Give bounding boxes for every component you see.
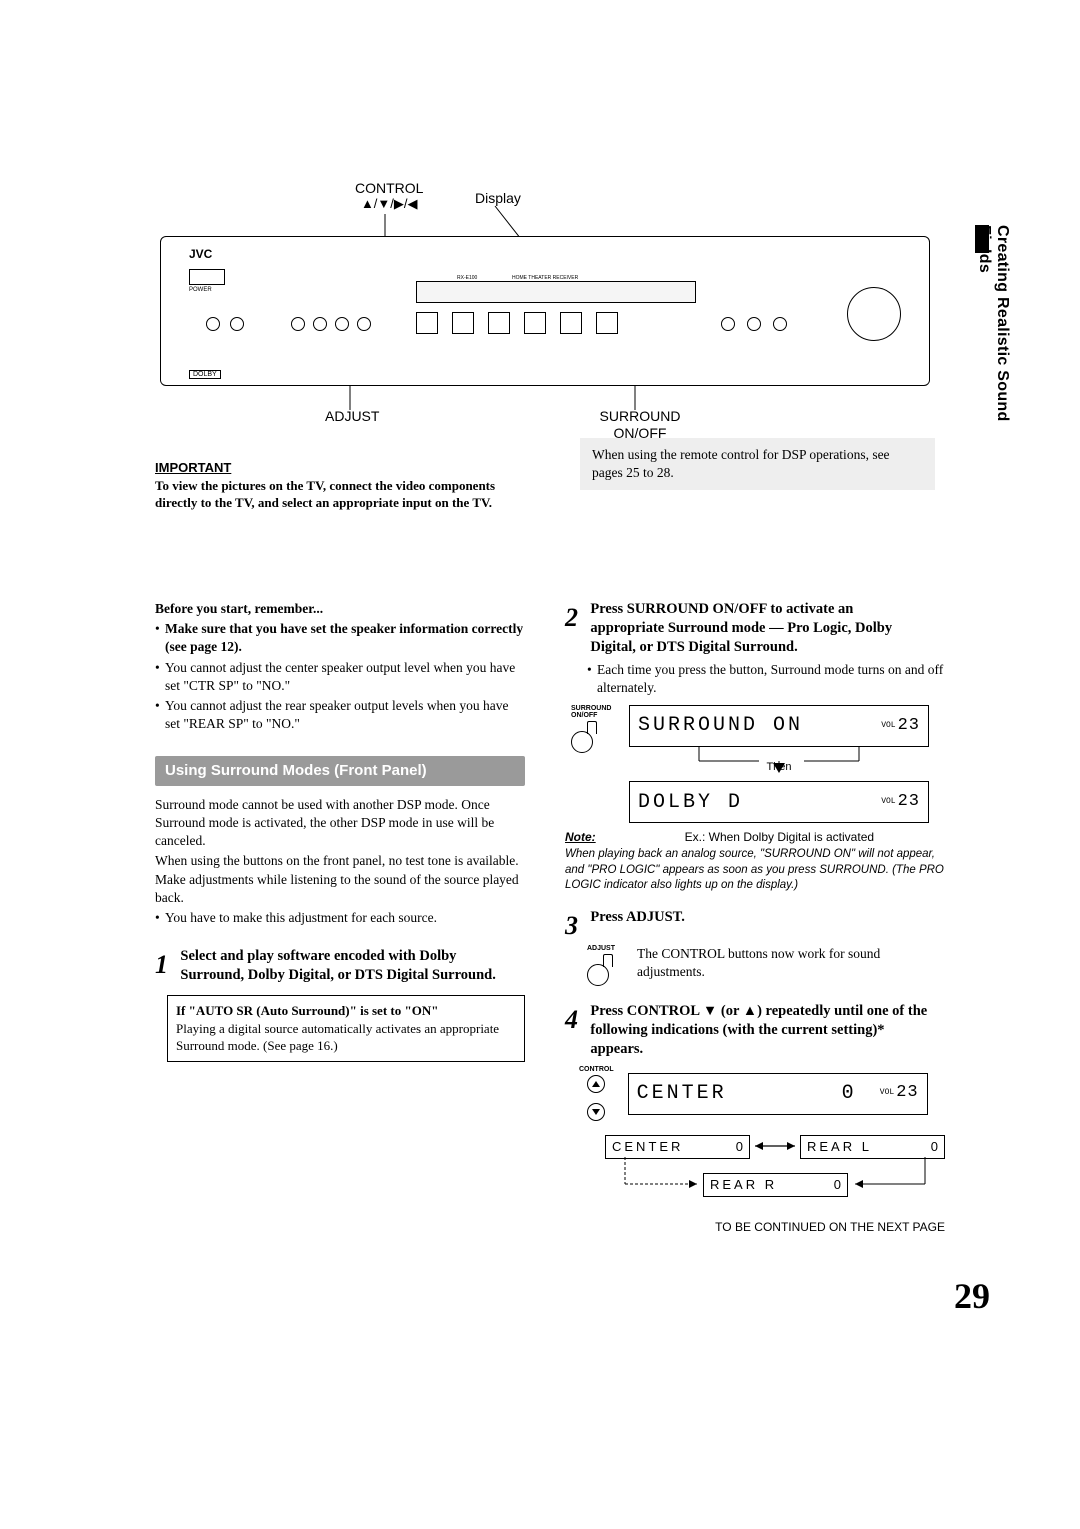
- control-button-icon: CONTROL: [579, 1066, 614, 1121]
- lcd-center: CENTER 0 VOL23: [628, 1073, 928, 1115]
- side-tab-text: Creating Realistic Sound Fields: [975, 225, 1011, 425]
- para-1: Surround mode cannot be used with anothe…: [155, 796, 525, 851]
- auto-sr-body: Playing a digital source automatically a…: [176, 1020, 516, 1055]
- remote-control-note: When using the remote control for DSP op…: [580, 438, 935, 490]
- bullet-3: •You cannot adjust the rear speaker outp…: [155, 697, 525, 733]
- important-box: IMPORTANT To view the pictures on the TV…: [155, 460, 520, 512]
- flow-diagram: CENTER0 REAR L0 REAR R0: [605, 1135, 945, 1205]
- bullet-2: •You cannot adjust the center speaker ou…: [155, 659, 525, 695]
- power-button: [189, 269, 225, 285]
- right-buttons: [721, 317, 787, 331]
- left-column: Before you start, remember... •Make sure…: [155, 600, 525, 1236]
- step-2: 2 Press SURROUND ON/OFF to activate an a…: [565, 600, 945, 657]
- side-tab: Creating Realistic Sound Fields: [975, 225, 1005, 420]
- step-3-number: 3: [565, 908, 587, 943]
- adjust-label: ADJUST: [325, 408, 379, 424]
- step-2-number: 2: [565, 600, 587, 635]
- page-content: CONTROL ▲/▼/▶/◀ Display JVC POWER RX-E10…: [155, 180, 935, 440]
- source-buttons: [416, 312, 618, 334]
- device-display-panel: RX-E100 HOME THEATER RECEIVER: [416, 281, 696, 303]
- bullet-1: •Make sure that you have set the speaker…: [155, 620, 525, 656]
- volume-knob: [847, 287, 901, 341]
- receiver-device: JVC POWER RX-E100 HOME THEATER RECEIVER: [160, 236, 930, 386]
- step-1-number: 1: [155, 947, 177, 982]
- para-2: When using the buttons on the front pane…: [155, 852, 525, 907]
- note-heading: Note:: [565, 829, 596, 845]
- step-2-text: Press SURROUND ON/OFF to activate an app…: [590, 600, 930, 657]
- step-3: 3 Press ADJUST.: [565, 908, 945, 943]
- step-4-number: 4: [565, 1002, 587, 1037]
- important-heading: IMPORTANT: [155, 460, 520, 475]
- right-column: 2 Press SURROUND ON/OFF to activate an a…: [565, 600, 945, 1236]
- note-body: When playing back an analog source, "SUR…: [565, 847, 945, 894]
- device-diagram: CONTROL ▲/▼/▶/◀ Display JVC POWER RX-E10…: [155, 180, 935, 440]
- continued-label: TO BE CONTINUED ON THE NEXT PAGE: [565, 1219, 945, 1235]
- step-1: 1 Select and play software encoded with …: [155, 947, 525, 985]
- control-buttons-row: [291, 317, 371, 331]
- bullet-4: •You have to make this adjustment for ea…: [155, 909, 525, 927]
- step-3-text: Press ADJUST.: [590, 908, 930, 927]
- remember-heading: Before you start, remember...: [155, 600, 525, 618]
- adjust-button-icon: ADJUST: [587, 945, 625, 990]
- step-4: 4 Press CONTROL ▼ (or ▲) repeatedly unti…: [565, 1002, 945, 1059]
- auto-sr-heading: If "AUTO SR (Auto Surround)" is set to "…: [176, 1002, 516, 1020]
- lcd-dolby-d: DOLBY D VOL23: [629, 781, 929, 823]
- page-number: 29: [954, 1275, 990, 1317]
- important-text: To view the pictures on the TV, connect …: [155, 478, 520, 512]
- step-3-sub: The CONTROL buttons now work for sound a…: [637, 945, 945, 990]
- auto-sr-box: If "AUTO SR (Auto Surround)" is set to "…: [167, 995, 525, 1062]
- step-2-sub: •Each time you press the button, Surroun…: [587, 661, 945, 697]
- surround-label: SURROUND ON/OFF: [595, 408, 685, 442]
- setting-adjust: [206, 317, 244, 331]
- brand-logo: JVC: [189, 247, 212, 261]
- section-title: Using Surround Modes (Front Panel): [155, 756, 525, 786]
- example-label: Ex.: When Dolby Digital is activated: [614, 829, 945, 845]
- lcd-surround-on: SURROUND ON VOL23: [629, 705, 929, 747]
- surround-button-icon: SURROUND ON/OFF: [571, 705, 615, 757]
- step-1-text: Select and play software encoded with Do…: [180, 947, 520, 985]
- step-4-text: Press CONTROL ▼ (or ▲) repeatedly until …: [590, 1002, 930, 1059]
